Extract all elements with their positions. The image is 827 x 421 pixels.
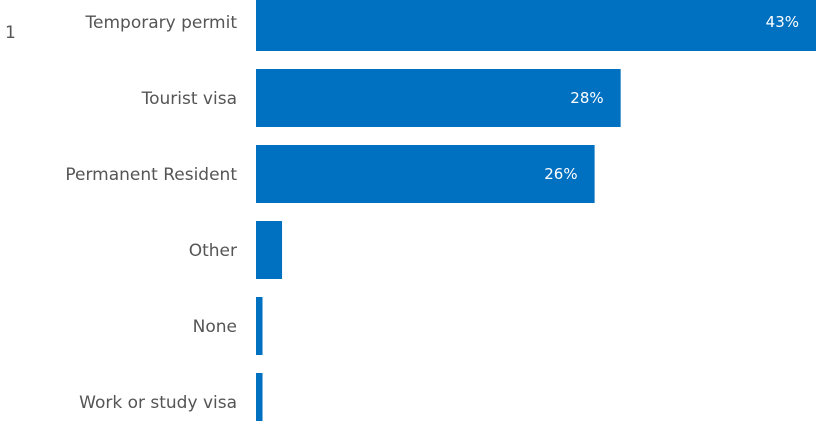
- bar-row: Temporary permit 43%: [85, 0, 816, 51]
- bar-row: Work or study visa: [79, 373, 263, 421]
- bar: [256, 373, 263, 421]
- bars-group: Temporary permit 43% Tourist visa 28% Perman…: [65, 0, 816, 421]
- bar: [256, 297, 263, 355]
- data-label: 26%: [544, 165, 577, 183]
- bar: [256, 221, 283, 279]
- category-label: Permanent Resident: [65, 165, 237, 185]
- bar-row: Other: [189, 221, 283, 279]
- bar: [256, 69, 621, 127]
- bar-row: Tourist visa 28%: [141, 69, 621, 127]
- category-label: Other: [189, 241, 237, 261]
- footnote-marker: 1: [5, 23, 16, 43]
- bar: [256, 0, 816, 51]
- category-label: Temporary permit: [85, 13, 238, 33]
- data-label: 28%: [570, 89, 603, 107]
- category-label: None: [193, 317, 237, 337]
- category-label: Tourist visa: [141, 89, 237, 109]
- bar-row: None: [193, 297, 263, 355]
- category-label: Work or study visa: [79, 393, 237, 413]
- bar: [256, 145, 595, 203]
- data-label: 43%: [766, 13, 799, 31]
- bar-row: Permanent Resident 26%: [65, 145, 595, 203]
